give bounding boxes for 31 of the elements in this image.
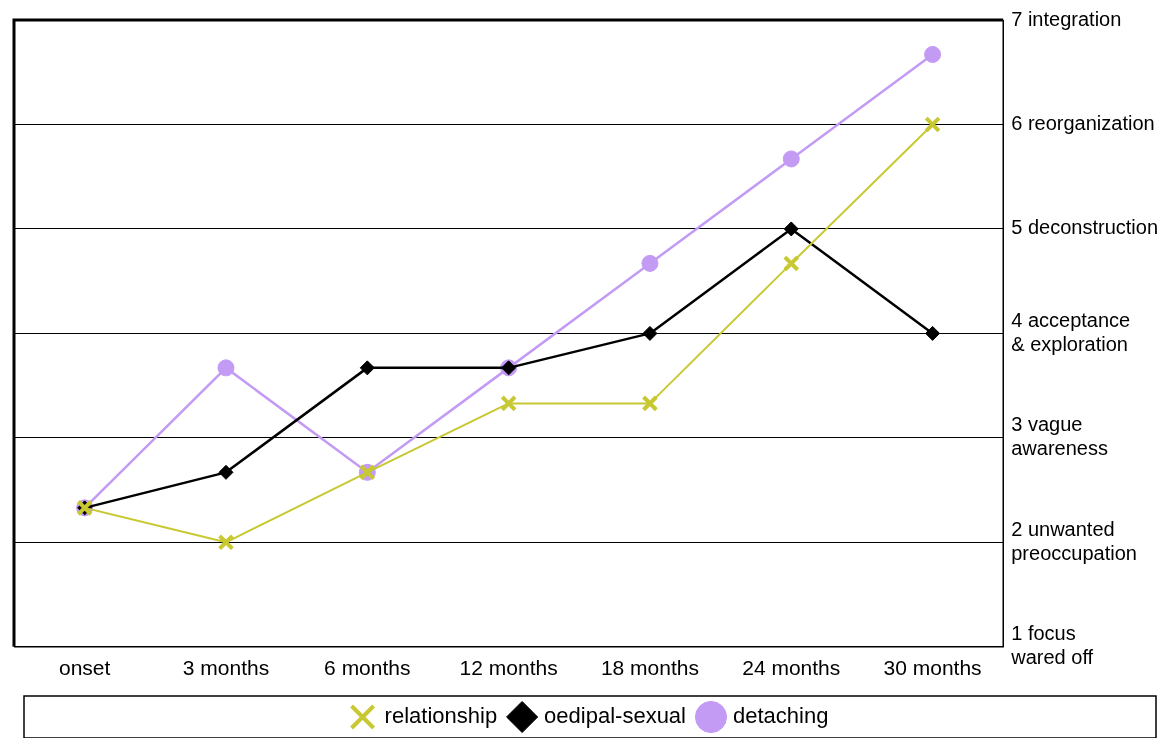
point <box>782 150 800 168</box>
point <box>641 395 659 412</box>
x-tick-label: onset <box>58 656 111 680</box>
y-tick-label: 5 deconstruction <box>1011 216 1159 239</box>
point <box>924 45 942 63</box>
point <box>924 116 941 133</box>
x-tick-label: 30 months <box>883 656 982 680</box>
x-tick-label: 18 months <box>600 656 699 680</box>
point <box>217 533 235 551</box>
point <box>642 325 658 341</box>
x-tick-label: 24 months <box>742 656 841 680</box>
point <box>925 325 941 341</box>
y-tick-label: 3 vague awareness <box>1011 413 1108 460</box>
legend-label: oedipal-sexual <box>544 703 686 729</box>
x-tick-label: 12 months <box>459 656 558 680</box>
legend-label: detaching <box>732 703 829 729</box>
point <box>641 254 659 272</box>
legend-label: relationship <box>384 703 498 729</box>
y-tick-label: 1 focus wared off <box>1010 622 1094 669</box>
point <box>218 464 234 480</box>
point <box>359 360 375 376</box>
point <box>783 221 799 237</box>
x-tick-label: 6 months <box>324 656 411 680</box>
y-tick-label: 6 reorganization <box>1011 111 1155 134</box>
point <box>500 395 517 412</box>
point <box>782 255 800 272</box>
y-tick-label: 2 unwanted preoccupation <box>1011 517 1137 564</box>
y-tick-label: 4 acceptance & exploration <box>1011 308 1131 355</box>
point <box>217 359 235 377</box>
y-tick-label: 7 integration <box>1011 7 1122 30</box>
x-tick-label: 3 months <box>182 656 270 680</box>
